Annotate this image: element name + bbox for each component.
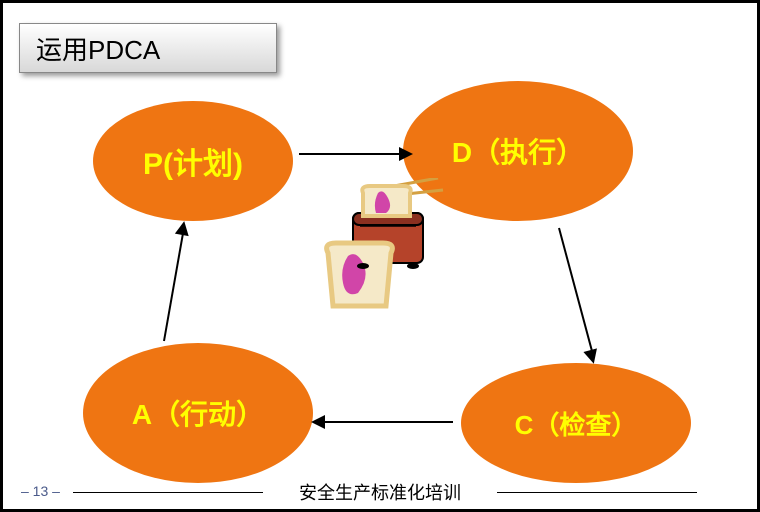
arrow-c-to-a-head xyxy=(311,415,325,429)
arrow-p-to-d-head xyxy=(399,147,413,161)
arrow-a-to-p-head xyxy=(175,220,191,236)
page-number: – 13 – xyxy=(21,483,60,499)
node-act-label: A（行动） xyxy=(132,393,264,433)
arrow-a-to-p xyxy=(163,232,184,341)
node-plan: P(计划) xyxy=(93,101,293,221)
slide-title: 运用PDCA xyxy=(36,30,160,67)
arrow-c-to-a xyxy=(323,421,453,423)
node-check: C（检查） xyxy=(461,363,691,483)
toaster-bread-icon xyxy=(308,178,448,318)
node-check-label: C（检查） xyxy=(515,405,638,442)
arrow-d-to-c xyxy=(558,228,594,354)
title-box: 运用PDCA xyxy=(19,23,277,73)
node-do-label: D（执行） xyxy=(452,131,584,171)
node-plan-label: P(计划) xyxy=(143,139,243,183)
arrow-p-to-d xyxy=(299,153,399,155)
footer-divider-left xyxy=(73,492,263,493)
footer-title: 安全生产标准化培训 xyxy=(299,479,461,505)
node-act: A（行动） xyxy=(83,343,313,483)
arrow-d-to-c-head xyxy=(583,348,600,365)
footer-divider-right xyxy=(497,492,697,493)
